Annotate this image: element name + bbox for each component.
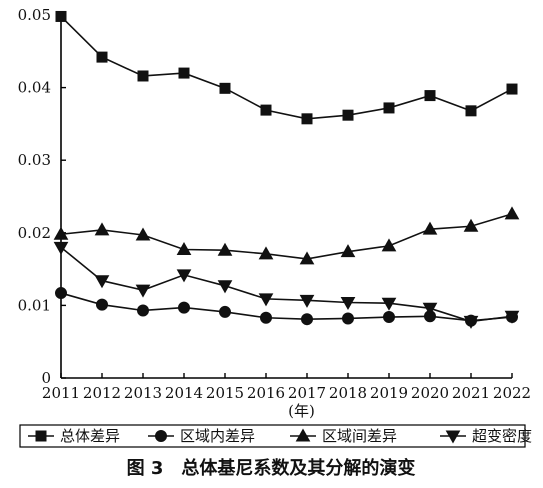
series-line <box>60 213 513 260</box>
x-tick-label: 2022 <box>493 384 531 402</box>
data-point <box>422 302 438 316</box>
data-point <box>94 275 110 289</box>
data-point <box>342 109 354 121</box>
y-tick-label: 0 <box>41 369 51 387</box>
x-tick-label: 2011 <box>42 384 80 402</box>
legend-label: 区域间差异 <box>322 427 397 445</box>
y-tick-label: 0.05 <box>18 6 51 24</box>
data-point <box>258 293 274 307</box>
data-point <box>176 269 192 283</box>
data-point <box>135 227 151 241</box>
chart-series <box>53 10 520 329</box>
figure-caption: 图 3 总体基尼系数及其分解的演变 <box>127 457 416 479</box>
legend-entry: 超变密度 <box>440 427 532 445</box>
chart-axes <box>60 12 512 379</box>
data-point <box>219 305 231 318</box>
data-point <box>424 90 436 102</box>
data-point <box>463 315 479 329</box>
data-point <box>53 241 69 255</box>
chart-legend: 总体差异 区域内差异 区域间差异 超变密度 <box>19 424 532 448</box>
x-axis-label: (年) <box>288 402 315 420</box>
data-point <box>301 313 313 326</box>
legend-label: 超变密度 <box>472 427 532 445</box>
y-tick-label: 0.03 <box>18 151 51 169</box>
y-tick-label: 0.04 <box>18 79 51 97</box>
legend-marker <box>445 430 461 444</box>
data-point <box>465 105 477 117</box>
data-point <box>463 218 479 232</box>
series-3 <box>53 206 520 265</box>
legend-label: 总体差异 <box>60 427 120 445</box>
data-point <box>340 244 356 258</box>
series-line <box>60 292 513 322</box>
data-point <box>53 226 69 240</box>
data-point <box>383 311 395 324</box>
x-tick-label: 2012 <box>83 384 121 402</box>
data-point <box>383 102 395 114</box>
x-tick-label: 2021 <box>452 384 490 402</box>
legend-marker <box>155 430 167 442</box>
data-point <box>504 206 520 220</box>
data-point <box>96 298 108 311</box>
data-point <box>137 70 149 82</box>
legend-label: 区域内差异 <box>180 427 255 445</box>
data-point <box>299 251 315 265</box>
legend-box <box>19 424 526 448</box>
series-line <box>60 15 513 120</box>
data-point <box>340 296 356 311</box>
legend-marker <box>295 428 311 442</box>
data-point <box>176 241 192 255</box>
series-line <box>60 246 513 323</box>
x-tick-label: 2020 <box>411 384 449 402</box>
data-point <box>178 67 190 79</box>
data-point <box>94 222 110 236</box>
data-point <box>381 297 397 311</box>
data-point <box>258 246 274 260</box>
y-axis-ticks: 0 0.01 0.02 0.03 0.04 0.05 <box>18 6 66 387</box>
y-tick-label: 0.01 <box>18 296 51 314</box>
data-point <box>217 280 233 294</box>
data-point <box>260 311 272 324</box>
series-2 <box>55 287 518 327</box>
legend-entry: 区域内差异 <box>148 427 255 445</box>
data-point <box>504 310 520 324</box>
x-tick-label: 2017 <box>288 384 326 402</box>
data-point <box>301 113 313 125</box>
legend-marker <box>35 430 47 442</box>
x-tick-label: 2018 <box>329 384 367 402</box>
data-point <box>299 294 315 308</box>
legend-entry: 区域间差异 <box>290 427 397 445</box>
data-point <box>135 284 151 298</box>
data-point <box>217 242 233 256</box>
series-4 <box>53 241 520 329</box>
data-point <box>342 312 354 325</box>
y-tick-label: 0.02 <box>18 224 51 242</box>
data-point <box>137 304 149 317</box>
data-point <box>260 104 272 116</box>
data-point <box>422 221 438 235</box>
x-axis-ticks: 2011 2012 2013 2014 2015 2016 2017 2018 2019 2020… <box>42 373 531 402</box>
data-point <box>178 301 190 314</box>
data-point <box>219 82 231 94</box>
data-point <box>96 51 108 63</box>
data-point <box>55 10 67 22</box>
x-tick-label: 2013 <box>124 384 162 402</box>
data-point <box>506 83 518 95</box>
data-point <box>55 287 67 300</box>
x-tick-label: 2015 <box>206 384 244 402</box>
x-tick-label: 2016 <box>247 384 285 402</box>
series-1 <box>55 10 518 125</box>
legend-entry: 总体差异 <box>28 427 120 445</box>
x-tick-label: 2019 <box>370 384 408 402</box>
x-tick-label: 2014 <box>165 384 203 402</box>
data-point <box>381 238 397 252</box>
